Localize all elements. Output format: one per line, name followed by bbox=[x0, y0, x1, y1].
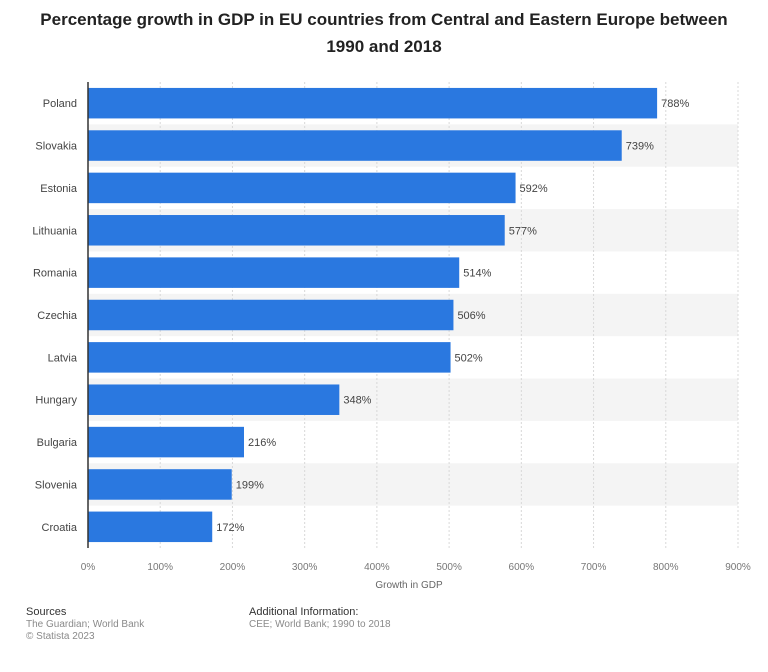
chart-title-line-1: Percentage growth in GDP in EU countries… bbox=[40, 10, 728, 29]
sources-line-1: The Guardian; World Bank bbox=[26, 619, 145, 630]
category-label: Slovenia bbox=[35, 479, 78, 491]
x-tick-label: 400% bbox=[364, 562, 390, 573]
category-label: Lithuania bbox=[32, 225, 78, 237]
x-tick-label: 0% bbox=[81, 562, 96, 573]
bar bbox=[88, 172, 516, 204]
category-label: Bulgaria bbox=[37, 437, 78, 449]
additional-info-heading: Additional Information: bbox=[249, 606, 359, 618]
category-label: Latvia bbox=[48, 352, 78, 364]
data-label: 514% bbox=[463, 268, 491, 280]
x-tick-label: 700% bbox=[581, 562, 607, 573]
sources-block: Sources The Guardian; World Bank © Stati… bbox=[26, 606, 144, 643]
category-label: Slovakia bbox=[35, 141, 77, 153]
x-tick-label: 600% bbox=[509, 562, 535, 573]
data-label: 502% bbox=[455, 352, 483, 364]
x-tick-label: 100% bbox=[147, 562, 173, 573]
data-label: 199% bbox=[236, 479, 264, 491]
category-label: Estonia bbox=[40, 183, 78, 195]
category-label: Czechia bbox=[37, 310, 78, 322]
x-axis-title: Growth in GDP bbox=[375, 580, 443, 591]
category-label: Hungary bbox=[35, 395, 77, 407]
bar bbox=[88, 215, 505, 246]
bar bbox=[88, 511, 213, 543]
bar bbox=[88, 469, 232, 500]
sources-heading: Sources bbox=[26, 606, 67, 618]
data-label: 592% bbox=[520, 183, 548, 195]
data-label: 172% bbox=[216, 522, 244, 534]
x-tick-label: 200% bbox=[220, 562, 246, 573]
category-label: Poland bbox=[43, 98, 77, 110]
sources-line-2: © Statista 2023 bbox=[26, 631, 95, 642]
x-tick-label: 300% bbox=[292, 562, 318, 573]
additional-info-block: Additional Information: CEE; World Bank;… bbox=[249, 606, 391, 631]
bar bbox=[88, 426, 244, 458]
bar bbox=[88, 87, 658, 119]
data-label: 577% bbox=[509, 225, 537, 237]
data-label: 788% bbox=[661, 98, 689, 110]
x-tick-label: 800% bbox=[653, 562, 679, 573]
x-tick-label: 500% bbox=[436, 562, 462, 573]
data-label: 348% bbox=[343, 395, 371, 407]
data-label: 216% bbox=[248, 437, 276, 449]
bar bbox=[88, 130, 622, 161]
chart-title-line-2: 1990 and 2018 bbox=[326, 37, 442, 56]
bar bbox=[88, 342, 451, 373]
data-label: 506% bbox=[457, 310, 485, 322]
bar bbox=[88, 299, 454, 331]
category-label: Romania bbox=[33, 268, 78, 280]
category-label: Croatia bbox=[42, 522, 78, 534]
bar bbox=[88, 384, 340, 415]
additional-info-line-1: CEE; World Bank; 1990 to 2018 bbox=[249, 619, 391, 630]
chart-title: Percentage growth in GDP in EU countries… bbox=[0, 6, 768, 60]
x-tick-label: 900% bbox=[725, 562, 751, 573]
bar bbox=[88, 257, 460, 288]
data-label: 739% bbox=[626, 141, 654, 153]
bar-chart: 0% 100% 200% 300% 400% 500% 600% 700% 800% 900% Po… bbox=[32, 82, 751, 591]
